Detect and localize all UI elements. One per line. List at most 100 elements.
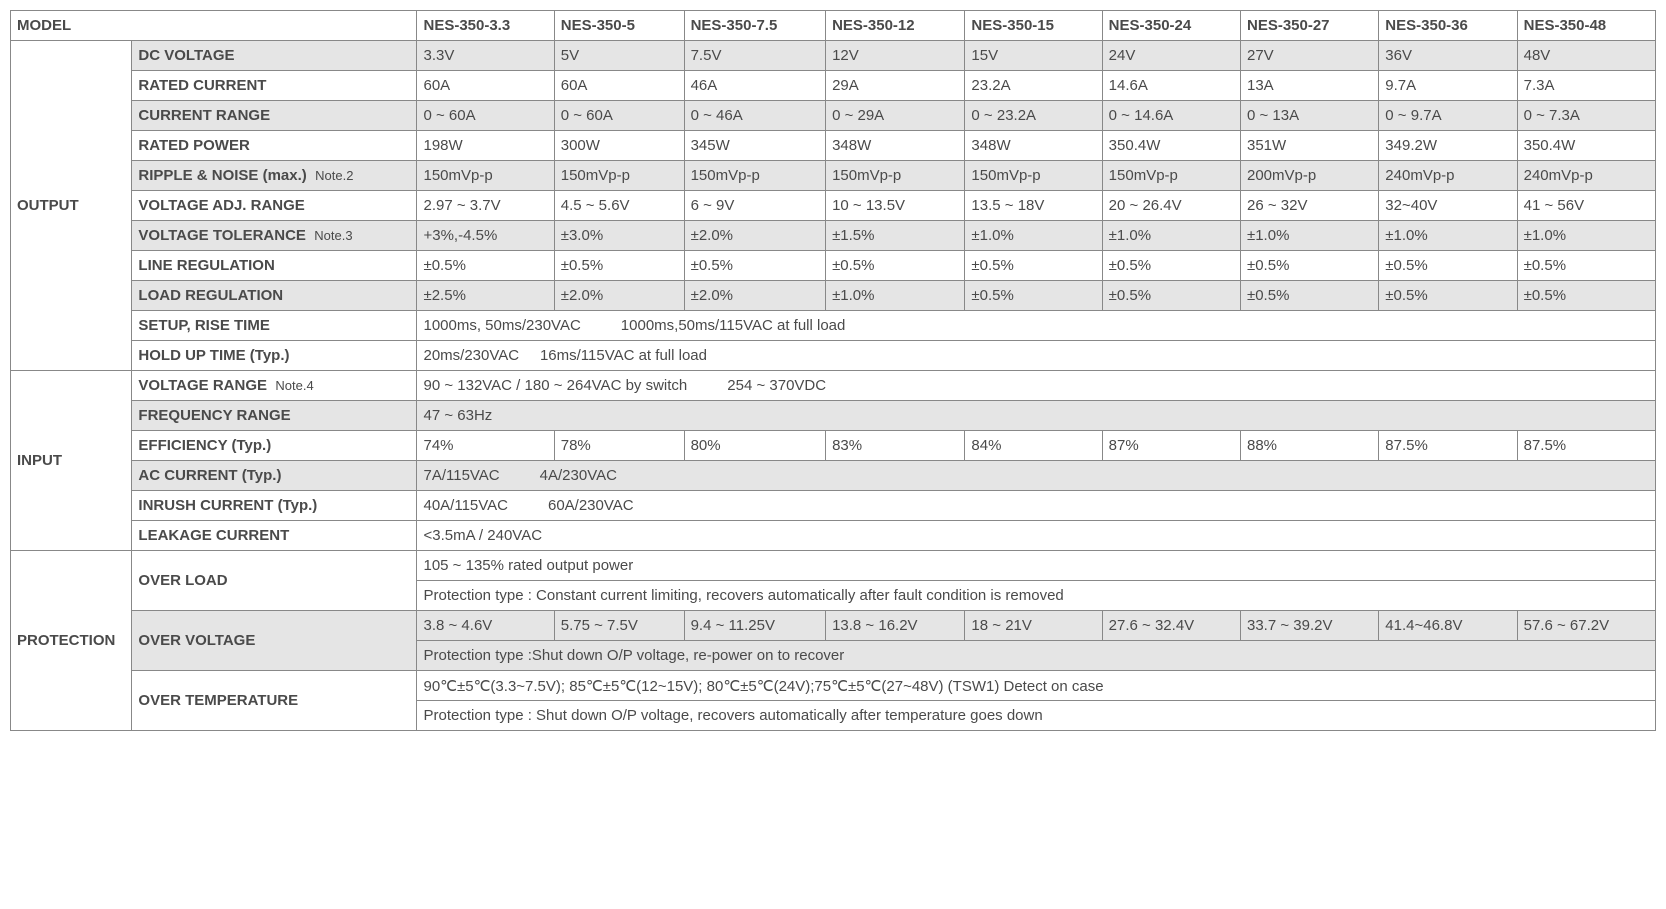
cell: ±0.5% [1517,251,1655,281]
label: VOLTAGE TOLERANCE Note.3 [132,221,417,251]
cell: 78% [554,431,684,461]
cell: ±0.5% [1240,281,1378,311]
model-col: NES-350-12 [826,11,965,41]
cell: 0 ~ 60A [554,101,684,131]
cell: 14.6A [1102,71,1240,101]
cell: ±1.0% [1379,221,1517,251]
cell: ±0.5% [1379,251,1517,281]
cell: +3%,-4.5% [417,221,554,251]
cell: 88% [1240,431,1378,461]
row-inrush: INRUSH CURRENT (Typ.) 40A/115VAC60A/230V… [11,491,1656,521]
cell: 0 ~ 29A [826,101,965,131]
cell: 348W [826,131,965,161]
row-holdup: HOLD UP TIME (Typ.) 20ms/230VAC 16ms/115… [11,341,1656,371]
model-col: NES-350-7.5 [684,11,825,41]
cell: 12V [826,41,965,71]
cell: 10 ~ 13.5V [826,191,965,221]
cell: 349.2W [1379,131,1517,161]
cell: 24V [1102,41,1240,71]
cell: 0 ~ 46A [684,101,825,131]
label: SETUP, RISE TIME [132,311,417,341]
cell: 41 ~ 56V [1517,191,1655,221]
cell: 13.8 ~ 16.2V [826,611,965,641]
cell: 240mVp-p [1517,161,1655,191]
model-col: NES-350-27 [1240,11,1378,41]
cell: 83% [826,431,965,461]
cell: ±0.5% [1102,251,1240,281]
cell: 150mVp-p [554,161,684,191]
row-freq: FREQUENCY RANGE 47 ~ 63Hz [11,401,1656,431]
model-col: NES-350-3.3 [417,11,554,41]
cell: ±0.5% [1240,251,1378,281]
cell-span: <3.5mA / 240VAC [417,521,1656,551]
row-eff: EFFICIENCY (Typ.) 74% 78% 80% 83% 84% 87… [11,431,1656,461]
section-output: OUTPUT [11,41,132,371]
cell: ±2.5% [417,281,554,311]
section-input: INPUT [11,371,132,551]
label: HOLD UP TIME (Typ.) [132,341,417,371]
cell: 0 ~ 9.7A [1379,101,1517,131]
label: RIPPLE & NOISE (max.) Note.2 [132,161,417,191]
cell-span: 1000ms, 50ms/230VAC1000ms,50ms/115VAC at… [417,311,1656,341]
cell: 26 ~ 32V [1240,191,1378,221]
label: FREQUENCY RANGE [132,401,417,431]
cell: ±2.0% [554,281,684,311]
cell-span: 90 ~ 132VAC / 180 ~ 264VAC by switch254 … [417,371,1656,401]
cell: 240mVp-p [1379,161,1517,191]
row-loadreg: LOAD REGULATION ±2.5% ±2.0% ±2.0% ±1.0% … [11,281,1656,311]
cell: 32~40V [1379,191,1517,221]
cell: 5V [554,41,684,71]
cell: 60A [417,71,554,101]
cell: 345W [684,131,825,161]
cell: ±0.5% [965,251,1102,281]
label: DC VOLTAGE [132,41,417,71]
cell: 198W [417,131,554,161]
label: INRUSH CURRENT (Typ.) [132,491,417,521]
cell: 150mVp-p [826,161,965,191]
cell: 150mVp-p [684,161,825,191]
cell: 7.5V [684,41,825,71]
cell-span: Protection type :Shut down O/P voltage, … [417,641,1656,671]
cell: 13A [1240,71,1378,101]
spec-table: MODEL NES-350-3.3 NES-350-5 NES-350-7.5 … [10,10,1656,731]
label: OVER LOAD [132,551,417,611]
cell: 300W [554,131,684,161]
row-vtol: VOLTAGE TOLERANCE Note.3 +3%,-4.5% ±3.0%… [11,221,1656,251]
cell: 0 ~ 7.3A [1517,101,1655,131]
cell: 87.5% [1379,431,1517,461]
cell: 0 ~ 23.2A [965,101,1102,131]
row-setup: SETUP, RISE TIME 1000ms, 50ms/230VAC1000… [11,311,1656,341]
cell: ±0.5% [684,251,825,281]
cell: 46A [684,71,825,101]
cell: 9.7A [1379,71,1517,101]
cell: ±0.5% [1379,281,1517,311]
header-row: MODEL NES-350-3.3 NES-350-5 NES-350-7.5 … [11,11,1656,41]
cell: ±0.5% [1102,281,1240,311]
label: LEAKAGE CURRENT [132,521,417,551]
cell: 350.4W [1102,131,1240,161]
label: VOLTAGE ADJ. RANGE [132,191,417,221]
cell: 150mVp-p [1102,161,1240,191]
model-col: NES-350-36 [1379,11,1517,41]
cell: ±1.0% [1240,221,1378,251]
cell: 348W [965,131,1102,161]
cell: 20 ~ 26.4V [1102,191,1240,221]
label: AC CURRENT (Typ.) [132,461,417,491]
cell-span: 47 ~ 63Hz [417,401,1656,431]
cell: 33.7 ~ 39.2V [1240,611,1378,641]
cell: 57.6 ~ 67.2V [1517,611,1655,641]
row-ripple: RIPPLE & NOISE (max.) Note.2 150mVp-p 15… [11,161,1656,191]
row-leak: LEAKAGE CURRENT <3.5mA / 240VAC [11,521,1656,551]
label: RATED POWER [132,131,417,161]
cell: 48V [1517,41,1655,71]
cell: ±1.0% [826,281,965,311]
row-current-range: CURRENT RANGE 0 ~ 60A 0 ~ 60A 0 ~ 46A 0 … [11,101,1656,131]
cell: ±3.0% [554,221,684,251]
cell: 36V [1379,41,1517,71]
label: OVER TEMPERATURE [132,671,417,731]
cell: ±1.0% [965,221,1102,251]
cell: 2.97 ~ 3.7V [417,191,554,221]
cell: 29A [826,71,965,101]
cell: 0 ~ 13A [1240,101,1378,131]
label: LOAD REGULATION [132,281,417,311]
